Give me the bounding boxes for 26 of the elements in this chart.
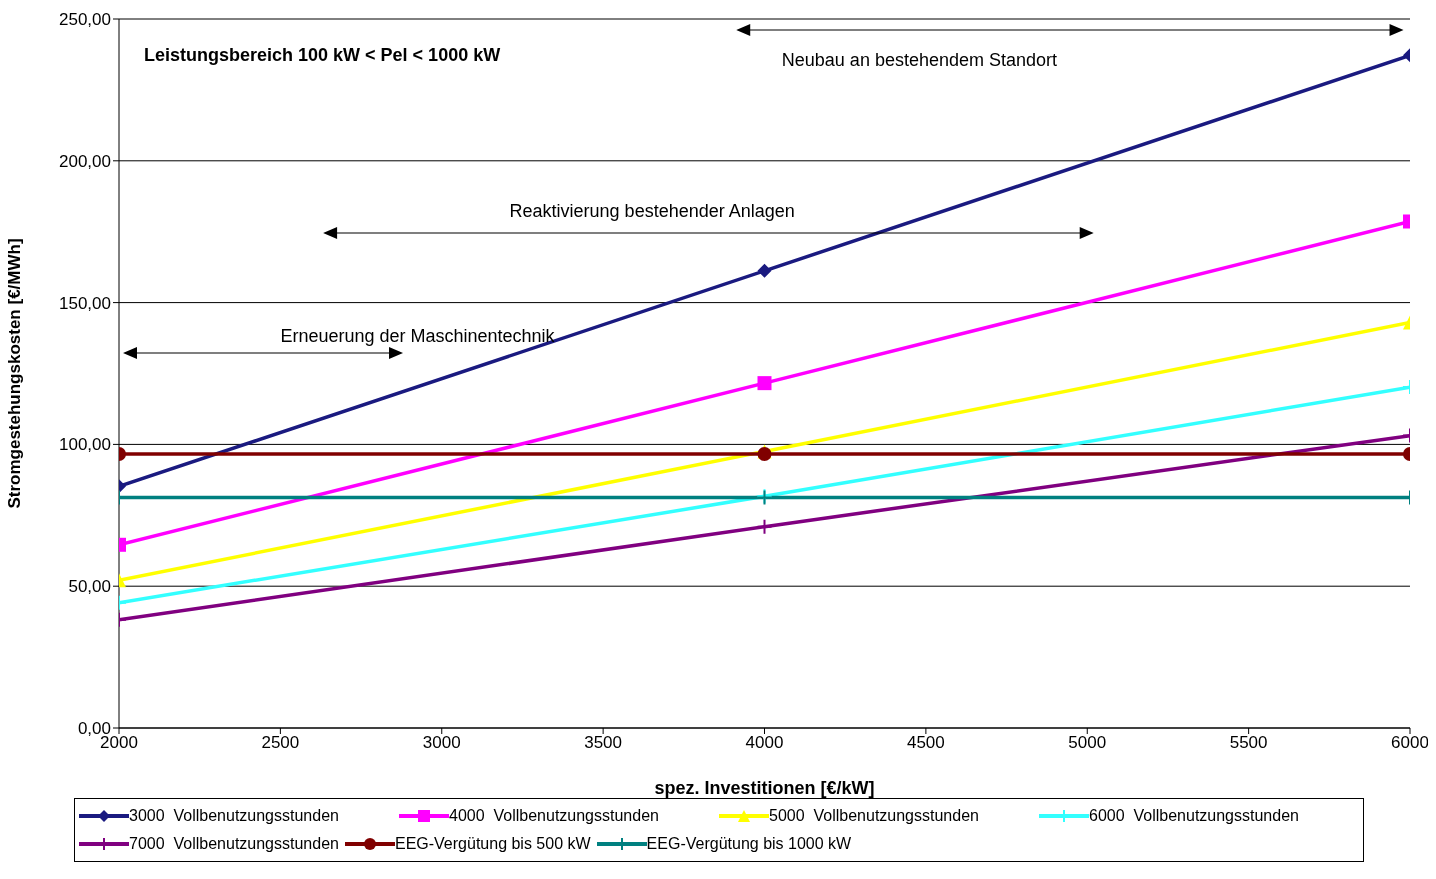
annotation: Erneuerung der Maschinentechnik [280,326,556,347]
x-tick-label: 3000 [422,733,461,753]
x-tick-label: 4000 [745,733,784,753]
legend-label: EEG-Vergütung bis 500 kW [394,835,591,853]
x-tick-label: 3500 [584,733,623,753]
y-tick-label: 200,00 [59,151,111,171]
annotation: Reaktivierung bestehender Anlagen [509,200,795,221]
y-tick-label: 250,00 [59,10,111,30]
x-tick-label: 6000 [1391,733,1429,753]
annotation: Neubau an bestehendem Standort [781,49,1058,70]
legend-label: 7000 Vollbenutzungsstunden [129,835,339,853]
x-tick-label: 4500 [906,733,945,753]
x-tick-label: 2500 [261,733,300,753]
y-tick-label: 50,00 [68,577,111,597]
legend-label: 4000 Vollbenutzungsstunden [449,807,659,825]
legend-label: EEG-Vergütung bis 1000 kW [646,835,852,853]
y-tick-label: 100,00 [59,435,111,455]
legend-label: 6000 Vollbenutzungsstunden [1089,807,1299,825]
legend-label: 5000 Vollbenutzungsstunden [769,807,979,825]
text: Leistungsbereich 100 kW < Pel < 1000 kW [144,45,501,65]
x-axis-title: spez. Investitionen [€/kW] [654,778,875,798]
x-tick-label: 5000 [1068,733,1107,753]
y-axis-title: Stromgestehungskosten [€/MWh] [5,238,25,509]
x-tick-label: 5500 [1229,733,1268,753]
y-tick-label: 150,00 [59,293,111,313]
legend-label: 3000 Vollbenutzungsstunden [129,807,339,825]
